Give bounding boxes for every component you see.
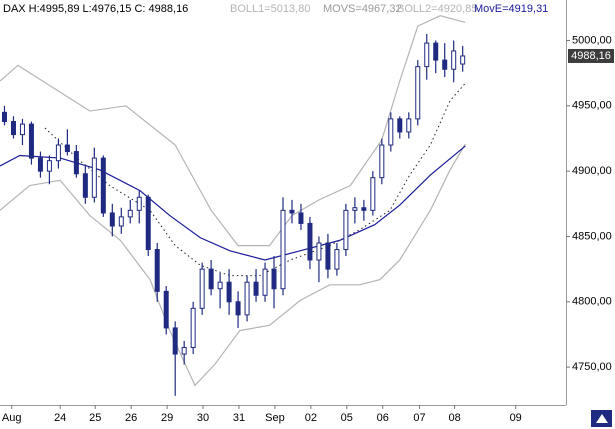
- candle-body: [127, 209, 133, 218]
- y-tick-label: 5000,00: [572, 34, 612, 46]
- candle-body: [334, 249, 340, 270]
- x-tick-label: 07: [413, 412, 425, 424]
- candle-body: [46, 160, 52, 172]
- x-tick-label: 30: [197, 412, 209, 424]
- candle-body: [307, 222, 313, 261]
- x-tick-label: 26: [125, 412, 137, 424]
- candle-body: [82, 173, 88, 198]
- candle-body: [136, 196, 142, 211]
- corner-icon: [591, 410, 612, 427]
- last-price-label: 4988,16: [571, 50, 611, 62]
- candle-body: [397, 118, 403, 133]
- indicator-line: [0, 143, 466, 387]
- x-tick-label: 24: [54, 412, 66, 424]
- plot: [0, 15, 466, 396]
- candle-body: [379, 144, 385, 179]
- candle-body: [73, 151, 79, 175]
- candle-body: [28, 123, 34, 159]
- candle-body: [316, 242, 322, 261]
- candle-body: [55, 144, 61, 162]
- x-tick-label: 02: [305, 412, 317, 424]
- candle-body: [424, 42, 430, 68]
- x-tick-label: 09: [510, 412, 522, 424]
- legend-entry: MOVS=4967,32: [323, 3, 402, 15]
- indicator-line: [0, 145, 466, 261]
- candle-body: [415, 66, 421, 120]
- last-price-box: [568, 48, 614, 63]
- y-tick-label: 4900,00: [572, 165, 612, 177]
- candle-body: [208, 268, 214, 290]
- x-tick-label: 08: [448, 412, 460, 424]
- y-tick-label: 4800,00: [572, 296, 612, 308]
- candle-body: [91, 157, 97, 198]
- x-tick-label: 31: [233, 412, 245, 424]
- x-tick-label: 29: [161, 412, 173, 424]
- candle-body: [226, 281, 232, 303]
- y-tick-label: 4850,00: [572, 230, 612, 242]
- candle-body: [1, 111, 7, 122]
- candle-body: [361, 207, 367, 211]
- candle-body: [253, 281, 259, 296]
- candle-body: [109, 212, 115, 227]
- legend-entry: MovE=4919,31: [474, 3, 548, 15]
- candle-body: [298, 212, 304, 224]
- y-tick-label: 4950,00: [572, 100, 612, 112]
- candle-body: [289, 209, 295, 214]
- legend-entry: BOLL2=4920,85: [397, 3, 477, 15]
- legend-entry: BOLL1=5013,80: [230, 3, 310, 15]
- candle-body: [352, 207, 358, 211]
- candle-body: [388, 118, 394, 146]
- candle-body: [280, 209, 286, 290]
- candle-body: [235, 301, 241, 316]
- candle-body: [325, 242, 331, 270]
- candle-body: [154, 249, 160, 292]
- candle-body: [442, 59, 448, 70]
- candle-body: [433, 42, 439, 61]
- candle-body: [217, 281, 223, 290]
- candle-body: [370, 177, 376, 211]
- candle-body: [262, 268, 268, 296]
- candle-body: [10, 121, 16, 136]
- x-tick-label: 25: [89, 412, 101, 424]
- candle-body: [271, 268, 277, 290]
- candle-body: [460, 55, 466, 65]
- x-tick-label: 05: [341, 412, 353, 424]
- x-tick-label: Aug: [2, 412, 22, 424]
- candle-body: [163, 290, 169, 329]
- candle-body: [181, 347, 187, 355]
- candle-body: [172, 327, 178, 355]
- candle-body: [199, 268, 205, 309]
- candle-body: [37, 157, 43, 172]
- icon-triangle: [596, 414, 608, 423]
- candle-body: [244, 281, 250, 316]
- x-tick-label: Sep: [265, 412, 285, 424]
- candle-body: [406, 118, 412, 133]
- x-tick-label: 06: [377, 412, 389, 424]
- candle-body: [190, 307, 196, 349]
- candle-body: [451, 50, 457, 70]
- candle-body: [118, 216, 124, 227]
- y-tick-label: 4750,00: [572, 361, 612, 373]
- candle-body: [343, 209, 349, 251]
- candle-body: [19, 123, 25, 136]
- candle-body: [64, 144, 70, 153]
- candle-body: [100, 157, 106, 214]
- chart-title: DAX H:4995,89 L:4976,15 C: 4988,16: [3, 3, 188, 15]
- candle-body: [145, 196, 151, 251]
